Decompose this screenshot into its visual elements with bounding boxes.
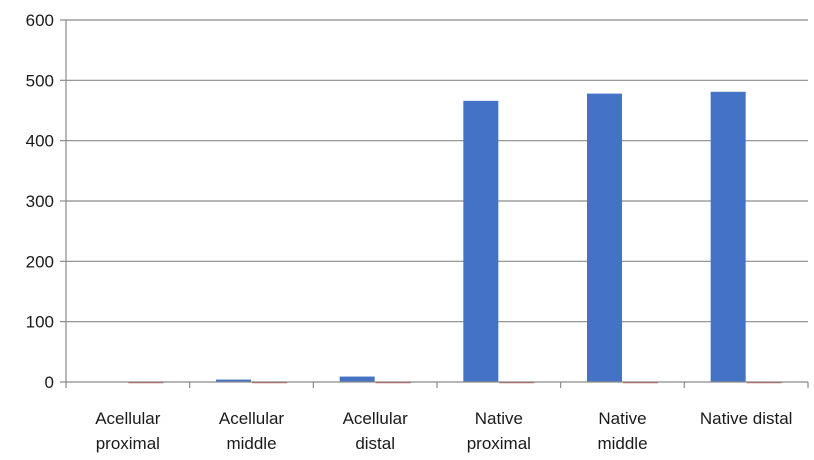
- x-category-label-line: proximal: [96, 434, 160, 453]
- bars: [92, 91, 782, 384]
- bar-series-2-1: [128, 382, 164, 384]
- x-category-label: Native middle: [597, 409, 647, 453]
- bar-series-2-5: [623, 382, 658, 384]
- x-category-label: Acellular distal: [343, 409, 409, 453]
- y-tick-label: 500: [26, 71, 54, 90]
- bar-series-1-2: [216, 379, 251, 382]
- gridlines: [66, 19, 808, 323]
- x-category-label-line: Native: [598, 409, 646, 428]
- y-tick-label: 0: [45, 373, 54, 392]
- x-category-label: Acellular middle: [219, 409, 285, 453]
- y-tick-label: 600: [26, 11, 54, 30]
- y-tick-label: 300: [26, 192, 54, 211]
- x-category-label-line: Native distal: [700, 409, 793, 428]
- x-category-label: Native proximal: [467, 409, 531, 453]
- x-category-label-line: distal: [355, 434, 395, 453]
- y-axis-tick-labels: 0 100 200 300 400 500 600: [26, 11, 54, 392]
- x-category-label: Acellular proximal: [95, 409, 161, 453]
- x-category-label-line: Acellular: [95, 409, 161, 428]
- bar-series-2-6: [746, 382, 782, 384]
- y-tick-label: 200: [26, 252, 54, 271]
- x-category-label-line: middle: [597, 434, 647, 453]
- x-category-label-line: Native: [475, 409, 523, 428]
- x-category-label: Native distal: [700, 409, 793, 428]
- bar-series-1-5: [587, 93, 622, 383]
- x-category-label-line: proximal: [467, 434, 531, 453]
- axes: [60, 19, 809, 388]
- y-tick-label: 100: [26, 313, 54, 332]
- bar-series-1-6: [710, 91, 746, 383]
- bar-series-2-2: [252, 382, 287, 384]
- bar-series-2-3: [375, 382, 411, 384]
- y-tick-label: 400: [26, 132, 54, 151]
- x-category-label-line: Acellular: [343, 409, 409, 428]
- bar-series-2-4: [499, 382, 535, 384]
- x-category-label-line: middle: [226, 434, 276, 453]
- bar-series-1-3: [339, 376, 375, 382]
- bar-series-1-4: [463, 100, 499, 382]
- x-category-label-line: Acellular: [219, 409, 285, 428]
